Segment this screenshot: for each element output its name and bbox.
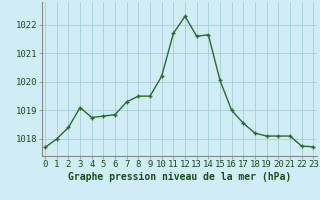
X-axis label: Graphe pression niveau de la mer (hPa): Graphe pression niveau de la mer (hPa) — [68, 172, 291, 182]
